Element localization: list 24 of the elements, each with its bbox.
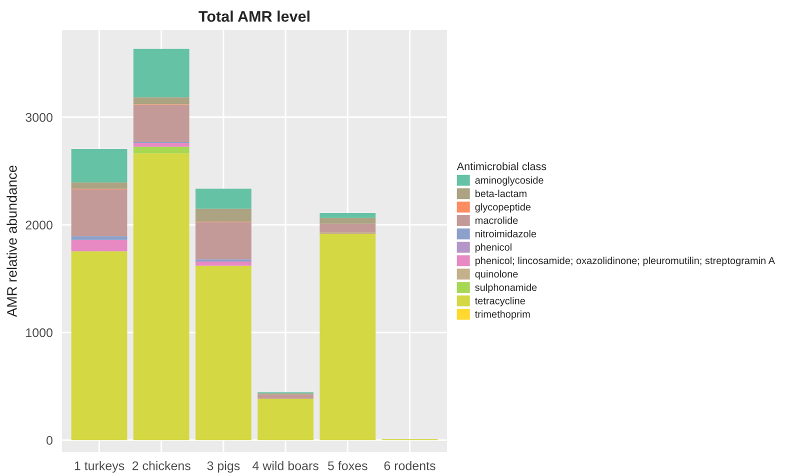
legend-label: macrolide [476, 216, 518, 224]
x-tick-label: 2 chickens [132, 461, 190, 470]
x-tick-label: 1 turkeys [74, 461, 124, 473]
legend-label: quinolone [475, 270, 518, 280]
legend-label: nitroimidazole [476, 230, 536, 238]
legend-label: tetracycline [475, 297, 525, 306]
legend-label: phenicol; lincosamide; oxazolidinone; pleuromutilin; streptogramin A [475, 256, 775, 266]
x-tick-label: 4 wild boars [252, 461, 318, 470]
y-tick-label: 0 [46, 436, 52, 445]
x-tick-label: 3 pigs [207, 461, 240, 473]
legend-label: aminoglycoside [475, 176, 544, 186]
legend-title: Antimicrobial class [456, 162, 546, 170]
legend-label: beta-lactam [475, 190, 526, 198]
y-tick-label: 3000 [26, 113, 52, 122]
y-tick-label: 2000 [26, 220, 52, 230]
y-axis-title: AMR relative abundance [6, 166, 17, 318]
legend-label: trimethoprim [475, 310, 530, 320]
x-tick-label: 6 rodents [384, 461, 436, 470]
legend-label: phenicol [475, 243, 512, 253]
legend-label: glycopeptide [475, 203, 531, 213]
y-tick-label: 1000 [26, 328, 52, 338]
chart-title: Total AMR level [198, 10, 310, 22]
legend-label: sulphonamide [475, 284, 537, 293]
x-tick-label: 5 foxes [328, 461, 368, 470]
